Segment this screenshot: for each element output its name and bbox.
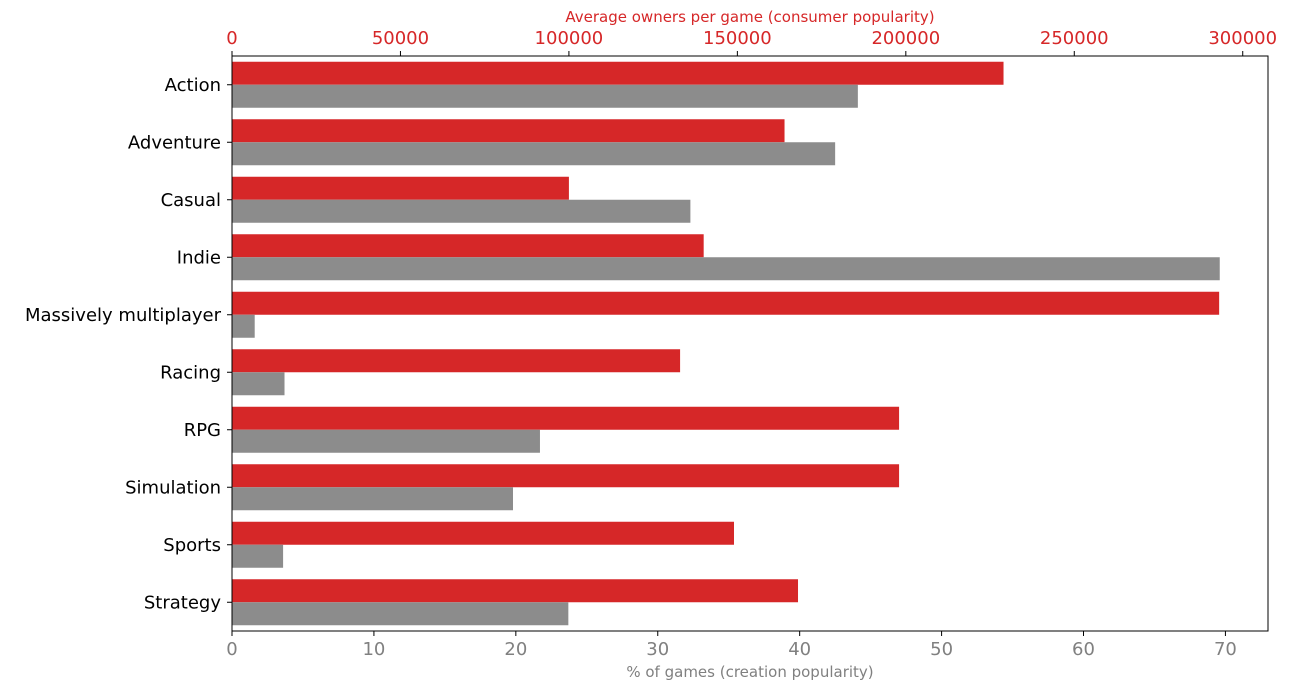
bar-percent-8 [232,544,284,568]
bar-owners-8 [232,521,734,545]
bar-owners-9 [232,579,799,603]
top-tick-label: 100000 [535,28,604,49]
bottom-tick-label: 0 [226,639,237,660]
top-tick-label: 200000 [871,28,940,49]
bottom-tick-label: 30 [646,639,669,660]
bottom-tick-label: 10 [362,639,385,660]
top-tick-label: 300000 [1208,28,1277,49]
bar-percent-7 [232,487,513,511]
bottom-axis-title: % of games (creation popularity) [626,663,873,681]
bottom-tick-label: 50 [930,639,953,660]
bar-percent-1 [232,142,836,166]
bar-percent-6 [232,429,540,453]
y-tick-label: Adventure [128,132,221,153]
y-tick-label: Simulation [125,477,221,498]
y-tick-label: Action [165,75,221,96]
bar-owners-2 [232,176,569,200]
bar-owners-1 [232,119,785,143]
bar-percent-5 [232,372,285,396]
top-tick-label: 150000 [703,28,772,49]
top-tick-label: 250000 [1040,28,1109,49]
y-tick-label: Indie [177,247,221,268]
bar-percent-0 [232,84,858,108]
y-tick-label: Sports [163,535,221,556]
bar-owners-3 [232,234,704,258]
bar-percent-4 [232,314,255,338]
bottom-tick-label: 20 [504,639,527,660]
y-tick-label: Strategy [144,592,221,613]
axes-layer: Action Adventure Casual Indie Massively mult… [25,28,1277,660]
bar-percent-2 [232,199,691,223]
bar-owners-7 [232,464,900,488]
bottom-tick-label: 70 [1214,639,1237,660]
y-tick-label: RPG [184,420,221,441]
bar-owners-4 [232,291,1220,315]
y-tick-label: Massively multiplayer [25,305,222,326]
y-tick-label: Racing [160,362,221,383]
bar-owners-6 [232,406,900,430]
bar-percent-3 [232,257,1220,281]
top-axis-title: Average owners per game (consumer popula… [565,8,934,26]
bar-owners-5 [232,349,681,373]
bar-owners-0 [232,61,1004,85]
bottom-tick-label: 40 [788,639,811,660]
bar-percent-9 [232,602,569,626]
bars-layer [232,61,1220,626]
y-tick-label: Casual [161,190,221,211]
top-tick-label: 0 [226,28,237,49]
plot-frame [231,55,1269,632]
bottom-tick-label: 60 [1072,639,1095,660]
top-tick-label: 50000 [372,28,429,49]
